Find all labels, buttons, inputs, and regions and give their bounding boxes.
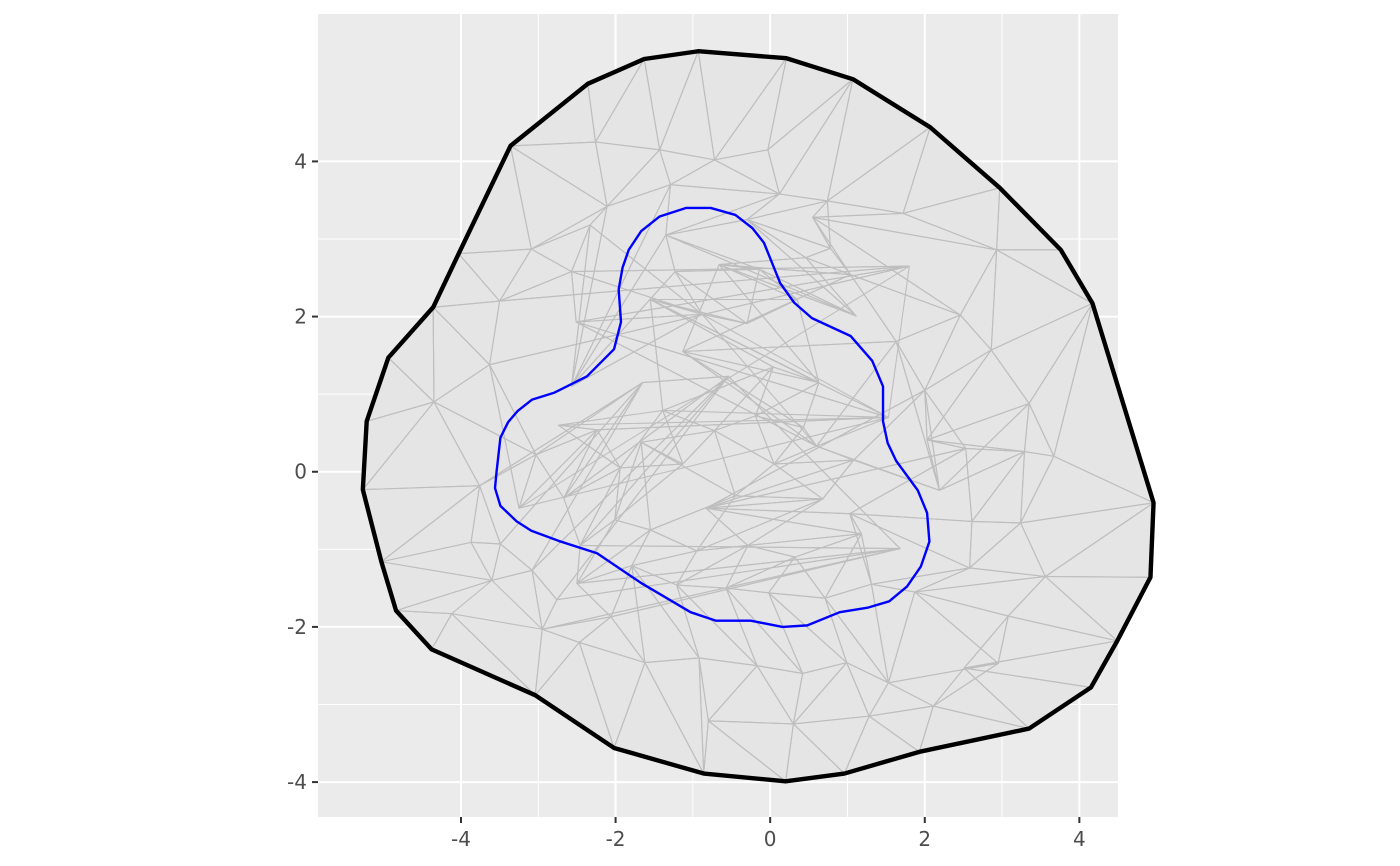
axes: -4 -2 0 2 4 -4 -2 0 2 4 [287, 149, 1086, 851]
mesh-triangle [746, 219, 832, 259]
x-tick-label: 2 [918, 827, 931, 851]
mesh-triangle [754, 366, 820, 417]
y-tick-label: -4 [287, 770, 307, 794]
boundary-lines [360, 49, 1156, 784]
y-tick-label: 4 [294, 149, 307, 173]
mesh-triangle [849, 513, 971, 585]
outer-boundary-line [360, 49, 1156, 784]
mesh-triangle [395, 579, 493, 615]
mesh-triangle [579, 375, 901, 550]
x-tick-label: -2 [606, 827, 626, 851]
mesh-triangle [614, 441, 651, 531]
x-tick-label: 0 [764, 827, 777, 851]
mesh-triangle [887, 591, 999, 684]
y-tick-label: 2 [294, 305, 307, 329]
inner-boundary-line [493, 206, 931, 629]
mesh-triangle [812, 216, 852, 276]
mesh-triangle [575, 321, 889, 447]
x-tick-label: 4 [1073, 827, 1086, 851]
y-tick-label: -2 [287, 615, 307, 639]
y-tick-label: 0 [294, 460, 307, 484]
x-tick-label: -4 [451, 827, 471, 851]
mesh-triangle [705, 447, 967, 515]
